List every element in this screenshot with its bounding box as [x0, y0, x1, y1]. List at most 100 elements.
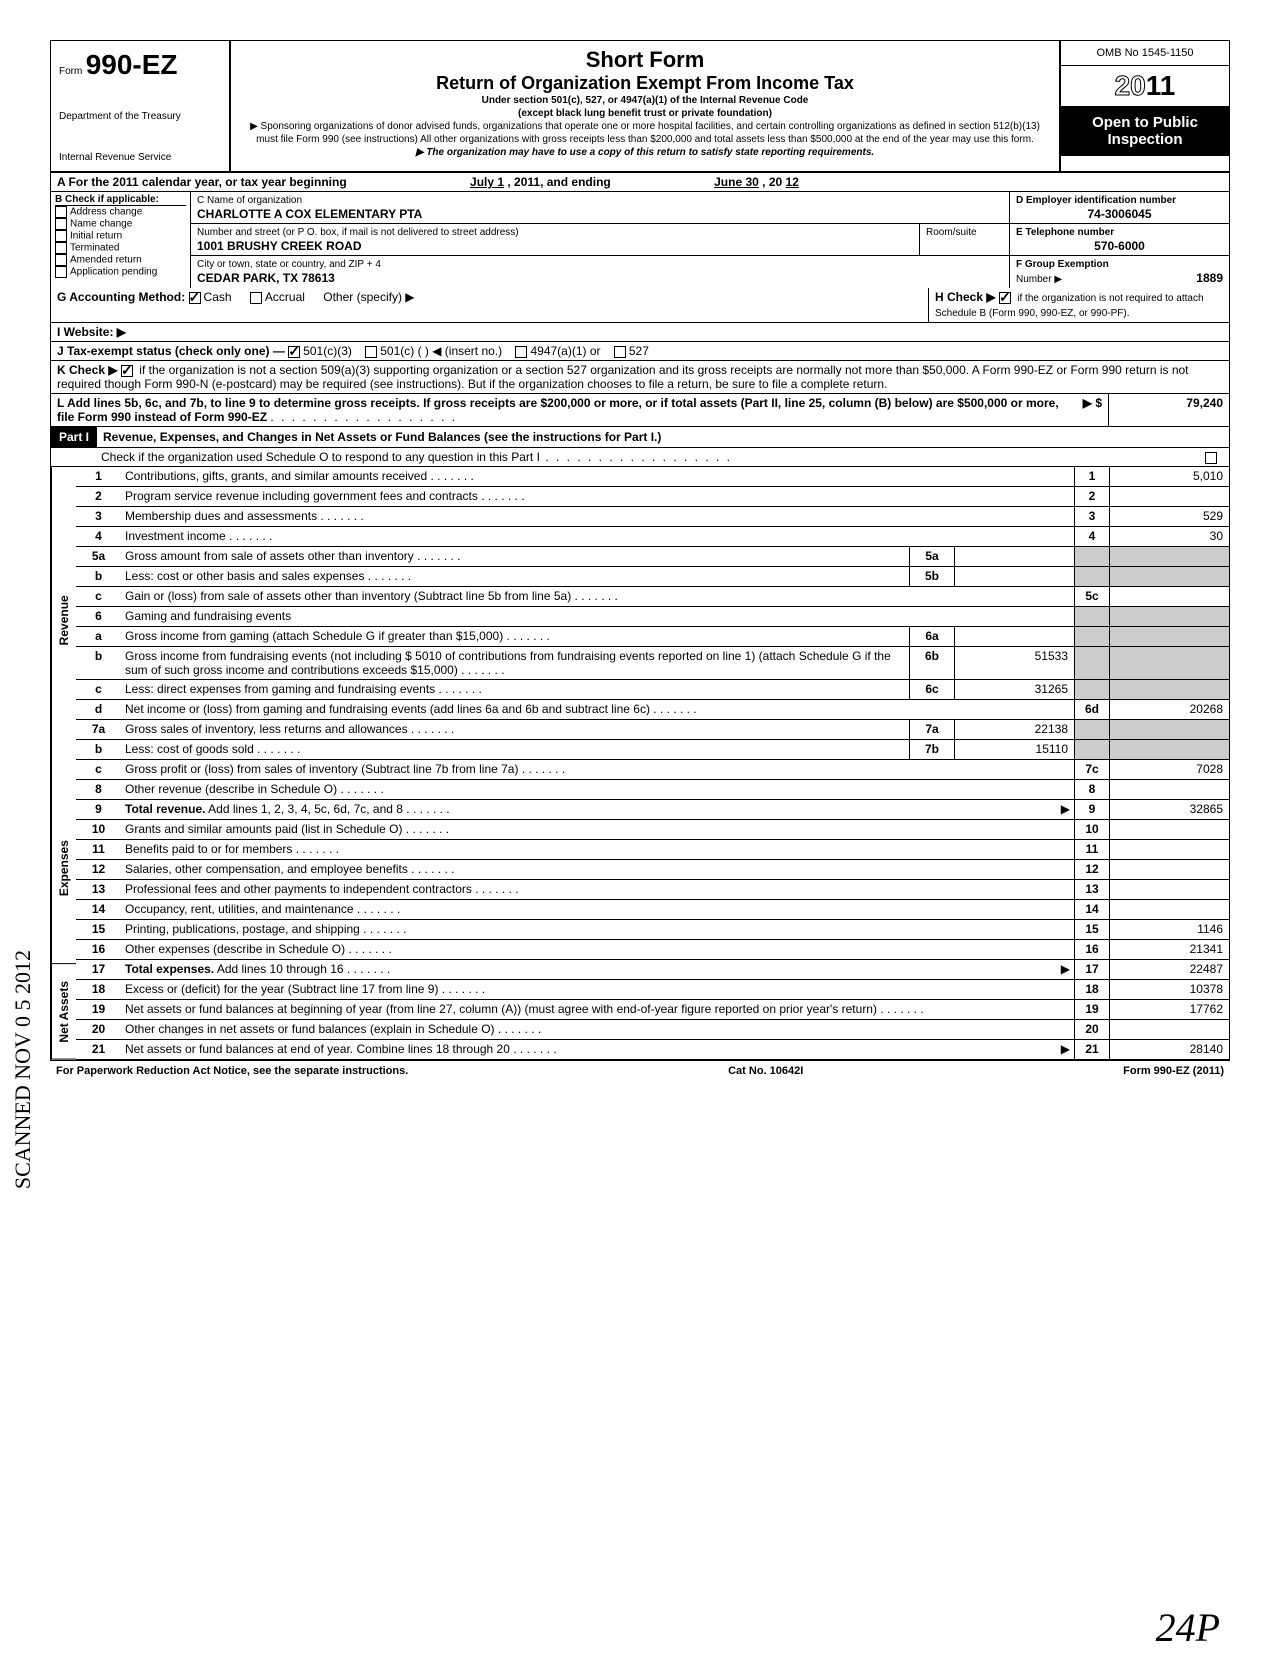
cb-amended[interactable]: Amended return: [55, 254, 186, 266]
cb-schedule-o[interactable]: [1205, 452, 1217, 464]
line-num-12: 12: [76, 860, 121, 879]
line-num-2: 2: [76, 487, 121, 506]
cb-address-change[interactable]: Address change: [55, 206, 186, 218]
line-num-6c: c: [76, 680, 121, 699]
line-num-10: 10: [76, 820, 121, 839]
line-desc-16: Other expenses (describe in Schedule O) …: [121, 940, 1074, 959]
line-13: 13Professional fees and other payments t…: [76, 880, 1229, 900]
part-i-header: Part I Revenue, Expenses, and Changes in…: [51, 427, 1229, 448]
section-d-e-f: D Employer identification number 74-3006…: [1009, 192, 1229, 288]
line-rnum-1: 1: [1074, 467, 1109, 486]
cb-501c3[interactable]: [288, 346, 300, 358]
line-rnum-16: 16: [1074, 940, 1109, 959]
handwritten-note: 24P: [1156, 1604, 1220, 1651]
j-label: J Tax-exempt status (check only one) —: [57, 344, 285, 358]
line-desc-5c: Gain or (loss) from sale of assets other…: [121, 587, 1074, 606]
line-subval-5b: [954, 567, 1074, 586]
line-val-16: 21341: [1109, 940, 1229, 959]
line-num-20: 20: [76, 1020, 121, 1039]
line-rnum-19: 19: [1074, 1000, 1109, 1019]
section-j: J Tax-exempt status (check only one) — 5…: [51, 342, 1229, 361]
line-val-12: [1109, 860, 1229, 879]
form-footer: For Paperwork Reduction Act Notice, see …: [50, 1061, 1230, 1081]
cb-4947[interactable]: [515, 346, 527, 358]
section-b-label: B Check if applicable:: [55, 194, 186, 206]
line-desc-19: Net assets or fund balances at beginning…: [121, 1000, 1074, 1019]
line-desc-7b: Less: cost of goods sold . . . . . . .: [121, 740, 909, 759]
cb-terminated[interactable]: Terminated: [55, 242, 186, 254]
section-a: A For the 2011 calendar year, or tax yea…: [51, 173, 1229, 192]
k-label: K Check ▶: [57, 363, 118, 377]
line-rnum-11: 11: [1074, 840, 1109, 859]
line-16: 16Other expenses (describe in Schedule O…: [76, 940, 1229, 960]
line-desc-2: Program service revenue including govern…: [121, 487, 1074, 506]
line-subval-6a: [954, 627, 1074, 646]
section-g-h: G Accounting Method: Cash Accrual Other …: [51, 288, 1229, 323]
line-num-19: 19: [76, 1000, 121, 1019]
city-label: City or town, state or country, and ZIP …: [197, 258, 1003, 271]
line-9: 9Total revenue. Add lines 1, 2, 3, 4, 5c…: [76, 800, 1229, 820]
line-1: 1Contributions, gifts, grants, and simil…: [76, 467, 1229, 487]
cb-k[interactable]: [121, 365, 133, 377]
section-a-text: A For the 2011 calendar year, or tax yea…: [51, 173, 1229, 191]
form-header: Form 990-EZ Department of the Treasury I…: [51, 41, 1229, 173]
line-6b: bGross income from fundraising events (n…: [76, 647, 1229, 680]
line-subval-5a: [954, 547, 1074, 566]
footer-right: Form 990-EZ (2011): [1123, 1065, 1224, 1077]
section-c: C Name of organization CHARLOTTE A COX E…: [191, 192, 1009, 288]
l-amount: 79,240: [1109, 394, 1229, 426]
line-6d: dNet income or (loss) from gaming and fu…: [76, 700, 1229, 720]
line-num-4: 4: [76, 527, 121, 546]
cb-accrual[interactable]: [250, 292, 262, 304]
k-text: if the organization is not a section 509…: [57, 363, 1189, 391]
line-val-5c: [1109, 587, 1229, 606]
cb-app-pending[interactable]: Application pending: [55, 266, 186, 278]
line-num-15: 15: [76, 920, 121, 939]
line-val-17: 22487: [1109, 960, 1229, 979]
line-subnum-5a: 5a: [909, 547, 954, 566]
part-i-body: Revenue Expenses Net Assets 1Contributio…: [51, 467, 1229, 1060]
website-label: I Website: ▶: [51, 323, 1229, 341]
line-rnum-14: 14: [1074, 900, 1109, 919]
addr-label: Number and street (or P O. box, if mail …: [197, 226, 913, 239]
tax-year-begin: July 1: [470, 175, 504, 189]
line-desc-6a: Gross income from gaming (attach Schedul…: [121, 627, 909, 646]
line-rnum-20: 20: [1074, 1020, 1109, 1039]
line-val-1: 5,010: [1109, 467, 1229, 486]
f-label: F Group Exemption: [1016, 258, 1223, 271]
form-number: 990-EZ: [86, 49, 178, 80]
line-desc-10: Grants and similar amounts paid (list in…: [121, 820, 1074, 839]
org-address: 1001 BRUSHY CREEK ROAD: [197, 239, 913, 253]
line-6a: aGross income from gaming (attach Schedu…: [76, 627, 1229, 647]
cb-501c[interactable]: [365, 346, 377, 358]
line-num-5c: c: [76, 587, 121, 606]
line-desc-20: Other changes in net assets or fund bala…: [121, 1020, 1074, 1039]
org-city: CEDAR PARK, TX 78613: [197, 271, 1003, 285]
header-right: OMB No 1545-1150 2011 Open to Public Ins…: [1059, 41, 1229, 171]
line-num-5b: b: [76, 567, 121, 586]
cb-initial-return[interactable]: Initial return: [55, 230, 186, 242]
phone: 570-6000: [1016, 239, 1223, 253]
line-desc-6c: Less: direct expenses from gaming and fu…: [121, 680, 909, 699]
line-subval-7a: 22138: [954, 720, 1074, 739]
line-val-20: [1109, 1020, 1229, 1039]
g-label: G Accounting Method:: [57, 290, 185, 304]
line-17: 17Total expenses. Add lines 10 through 1…: [76, 960, 1229, 980]
line-val-6d: 20268: [1109, 700, 1229, 719]
d-label: D Employer identification number: [1016, 194, 1223, 207]
cb-527[interactable]: [614, 346, 626, 358]
line-val-2: [1109, 487, 1229, 506]
cb-schedule-b[interactable]: [999, 292, 1011, 304]
line-19: 19Net assets or fund balances at beginni…: [76, 1000, 1229, 1020]
cb-name-change[interactable]: Name change: [55, 218, 186, 230]
line-num-9: 9: [76, 800, 121, 819]
title-return: Return of Organization Exempt From Incom…: [243, 73, 1047, 94]
tax-year: 2011: [1061, 66, 1229, 106]
cb-cash[interactable]: [189, 292, 201, 304]
line-num-7c: c: [76, 760, 121, 779]
footer-left: For Paperwork Reduction Act Notice, see …: [56, 1065, 408, 1077]
dept-irs: Internal Revenue Service: [59, 152, 221, 163]
line-rnum-9: 9: [1074, 800, 1109, 819]
line-desc-6b: Gross income from fundraising events (no…: [121, 647, 909, 679]
line-11: 11Benefits paid to or for members . . . …: [76, 840, 1229, 860]
